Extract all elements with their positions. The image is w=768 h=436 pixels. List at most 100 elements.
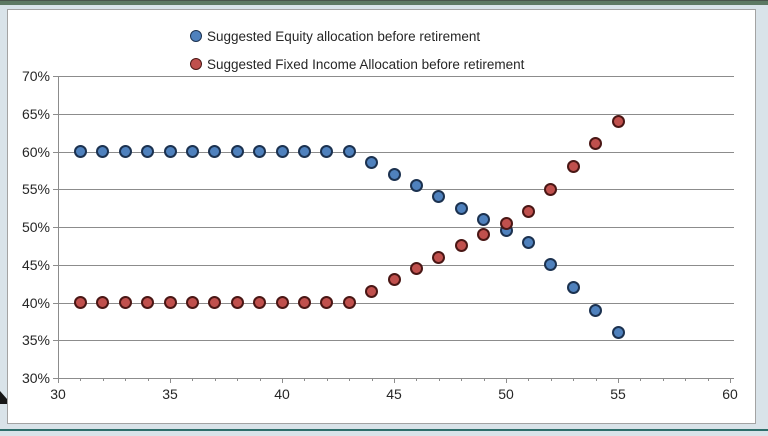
- y-axis: [58, 76, 59, 379]
- y-axis-tick: [53, 264, 58, 266]
- x-axis-minor-tick: [237, 378, 239, 381]
- equity-data-point: [566, 280, 580, 294]
- fixed-income-data-point: [275, 296, 289, 309]
- fixed-income-data-point: [73, 296, 87, 309]
- fixed-income-data-point: [118, 296, 132, 309]
- y-gridline: [58, 340, 734, 342]
- x-axis-minor-tick: [326, 378, 328, 381]
- legend-item-equity: Suggested Equity allocation before retir…: [190, 22, 524, 50]
- x-axis: [58, 378, 734, 379]
- x-axis-minor-tick: [550, 378, 552, 381]
- x-axis-minor-tick: [416, 378, 418, 381]
- equity-data-point: [253, 145, 267, 158]
- equity-data-point: [342, 145, 356, 158]
- x-tick-label: 45: [386, 386, 402, 402]
- equity-data-point: [320, 145, 334, 158]
- x-axis-tick: [618, 378, 619, 383]
- fixed-income-series-marker-icon: [190, 58, 202, 70]
- chart-legend: Suggested Equity allocation before retir…: [190, 22, 524, 78]
- x-axis-tick: [506, 378, 507, 383]
- x-axis-minor-tick: [102, 378, 104, 381]
- y-axis-tick: [53, 378, 58, 379]
- y-tick-label: 45%: [21, 256, 50, 273]
- fixed-income-data-point: [230, 296, 244, 309]
- x-axis-minor-tick: [80, 378, 82, 381]
- y-tick-label: 40%: [21, 294, 50, 311]
- y-tick-label: 60%: [21, 143, 50, 160]
- equity-data-point: [208, 145, 222, 158]
- equity-data-point: [454, 201, 468, 215]
- clipped-left-edge-glyph: [0, 391, 7, 404]
- x-tick-label: 50: [498, 386, 514, 402]
- equity-data-point: [96, 145, 110, 158]
- x-tick-label: 35: [162, 386, 178, 402]
- equity-data-point: [141, 145, 155, 158]
- plot-area: 70% 65% 60% 55% 50% 45% 40% 35% 30% 30 35 40 45 50 55 6…: [22, 68, 738, 402]
- y-axis-tick: [53, 227, 58, 228]
- y-gridline: [58, 302, 734, 304]
- x-axis-minor-tick: [707, 378, 709, 381]
- x-axis-tick: [170, 378, 171, 383]
- y-axis-tick: [53, 302, 58, 304]
- x-axis-tick: [282, 378, 283, 383]
- y-gridline: [58, 151, 734, 153]
- equity-data-point: [365, 156, 379, 170]
- fixed-income-data-point: [342, 296, 356, 309]
- legend-item-fixed-income: Suggested Fixed Income Allocation before…: [190, 50, 524, 78]
- x-axis-minor-tick: [685, 378, 687, 381]
- y-axis-tick: [53, 113, 58, 115]
- equity-data-point: [544, 258, 558, 272]
- y-tick-label: 30%: [21, 370, 50, 386]
- fixed-income-data-point: [589, 137, 603, 151]
- x-axis-minor-tick: [461, 378, 463, 381]
- fixed-income-data-point: [365, 284, 379, 298]
- x-tick-label: 55: [610, 386, 626, 402]
- fixed-income-data-point: [499, 216, 513, 230]
- legend-label-equity: Suggested Equity allocation before retir…: [207, 28, 481, 44]
- equity-data-point: [432, 190, 446, 204]
- top-accent-bar: [0, 0, 768, 5]
- x-tick-label: 60: [722, 386, 738, 402]
- equity-data-point: [477, 212, 491, 226]
- equity-series-marker-icon: [190, 30, 202, 42]
- fixed-income-data-point: [297, 296, 311, 309]
- fixed-income-data-point: [566, 160, 580, 174]
- x-axis-minor-tick: [573, 378, 575, 381]
- fixed-income-data-point: [208, 296, 222, 309]
- x-tick-label: 30: [50, 386, 66, 402]
- equity-data-point: [275, 145, 289, 158]
- equity-data-point: [409, 178, 423, 192]
- fixed-income-data-point: [163, 296, 177, 309]
- x-axis-minor-tick: [438, 378, 440, 381]
- y-tick-label: 55%: [21, 181, 50, 198]
- x-axis-minor-tick: [640, 378, 642, 381]
- x-axis-minor-tick: [528, 378, 530, 381]
- fixed-income-data-point: [185, 296, 199, 309]
- y-gridline: [58, 189, 734, 191]
- equity-data-point: [163, 145, 177, 158]
- y-gridline: [58, 227, 734, 228]
- y-gridline: [58, 113, 734, 115]
- fixed-income-data-point: [141, 296, 155, 309]
- fixed-income-data-point: [611, 114, 625, 128]
- equity-data-point: [611, 326, 625, 340]
- y-axis-tick: [53, 151, 58, 153]
- fixed-income-data-point: [96, 296, 110, 309]
- y-axis-tick: [53, 340, 58, 342]
- y-axis-tick: [53, 76, 58, 77]
- x-axis-tick: [730, 378, 731, 383]
- x-axis-tick: [58, 378, 59, 383]
- y-tick-label: 65%: [21, 105, 50, 122]
- fixed-income-data-point: [432, 250, 446, 264]
- fixed-income-data-point: [454, 239, 468, 253]
- x-axis-minor-tick: [595, 378, 597, 381]
- bottom-accent-line: [0, 429, 768, 431]
- equity-data-point: [589, 303, 603, 317]
- y-gridline: [58, 76, 734, 77]
- x-axis-minor-tick: [662, 378, 664, 381]
- fixed-income-data-point: [477, 228, 491, 242]
- fixed-income-data-point: [544, 182, 558, 196]
- fixed-income-data-point: [253, 296, 267, 309]
- x-axis-minor-tick: [125, 378, 127, 381]
